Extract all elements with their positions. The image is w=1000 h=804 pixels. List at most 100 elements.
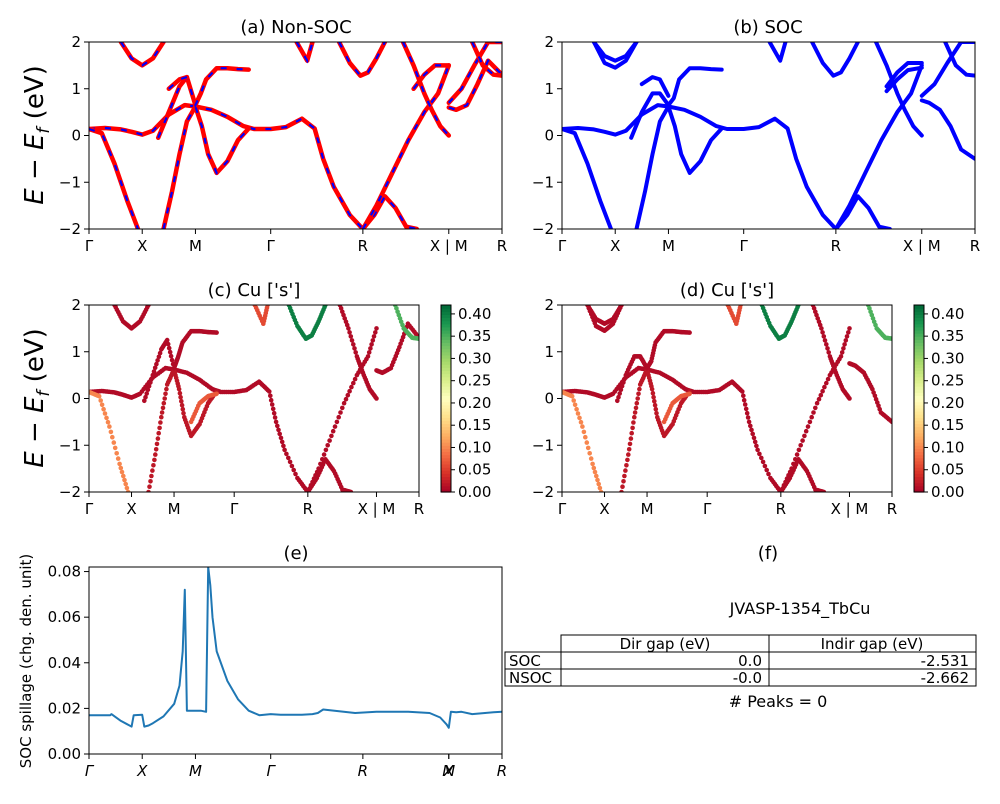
colorbar-segment [914, 326, 924, 331]
band-point [630, 425, 635, 431]
band-point [619, 305, 624, 308]
band-point [323, 305, 328, 308]
colorbar-tick-label: 0.00 [458, 483, 491, 501]
band-point [156, 430, 161, 436]
band-point [167, 349, 173, 355]
band-point [811, 410, 816, 415]
panel-c-xtick-label: M [168, 500, 181, 518]
band-point [265, 305, 270, 308]
band-point [798, 443, 803, 448]
panel-c-ytick-label: −2 [59, 483, 81, 501]
band-line [446, 42, 502, 106]
panel-e-ytick-label: 0.00 [48, 745, 81, 763]
band-point [889, 419, 892, 425]
band-line-dash [162, 103, 250, 229]
band-point [144, 391, 149, 396]
band-point [889, 336, 892, 341]
colorbar-segment [441, 345, 451, 350]
band-point [279, 439, 285, 445]
colorbar-segment [441, 333, 451, 337]
title-panel-c: (c) Cu ['s'] [208, 280, 301, 301]
band-point [323, 447, 329, 453]
panel-e-line-group [89, 567, 502, 729]
band-point [819, 326, 824, 331]
band-point [794, 452, 800, 457]
panel-c-xtick-label: R [414, 500, 424, 518]
band-point [101, 406, 106, 412]
ylabel-a-sub: f [34, 125, 54, 134]
colorbar-segment [914, 345, 924, 350]
colorbar-segment [441, 470, 451, 474]
band-point [371, 334, 377, 339]
colorbar-segment [441, 476, 451, 481]
band-point [108, 429, 114, 435]
band-line [591, 42, 639, 70]
panel-c-xtick-label: X [126, 500, 136, 518]
band-point [348, 489, 354, 492]
band-point [796, 305, 801, 308]
colorbar-segment [914, 407, 924, 412]
band-line [874, 42, 924, 138]
band-point [340, 405, 345, 411]
panel-b-xtick-label: X [610, 237, 620, 255]
band-point [825, 346, 830, 351]
ylabel-panel-a: E − Ef (eV) [20, 65, 54, 205]
colorbar-segment [914, 426, 924, 431]
band-line [833, 194, 892, 229]
table-footer-peaks: # Peaks = 0 [729, 692, 828, 711]
panel-c-ytick-label: 0 [71, 390, 81, 408]
band-point [569, 393, 575, 399]
band-point [334, 419, 340, 425]
band-point [622, 473, 627, 479]
band-point [152, 365, 158, 371]
band-point [634, 400, 640, 406]
band-point [366, 350, 372, 355]
band-point [374, 396, 379, 401]
band-point [740, 389, 745, 394]
colorbar-segment [441, 336, 451, 340]
colorbar-segment [441, 448, 451, 453]
colorbar-segment [914, 404, 924, 409]
colorbar-segment [914, 398, 924, 403]
band-point [632, 410, 638, 415]
band-point [622, 376, 627, 382]
panel-b-ytick-label: 2 [544, 33, 554, 51]
band-point [802, 433, 807, 439]
colorbar-segment [441, 348, 451, 353]
colorbar-segment [441, 342, 451, 347]
band-line [360, 194, 420, 229]
panel-e-xtick-label: Γ [267, 762, 277, 780]
band-point [329, 433, 334, 439]
table-row-nsoc-dir: -0.0 [733, 669, 762, 687]
band-line [884, 61, 924, 89]
band-point [142, 398, 147, 404]
colorbar-segment [441, 420, 451, 425]
band-point [346, 326, 351, 331]
colorbar-tick-label: 0.00 [931, 483, 964, 501]
panel-e-xtick-label: X [136, 762, 148, 780]
band-point [123, 481, 128, 487]
panel-c-xtick-label: X | M [358, 500, 396, 518]
band-point [289, 463, 295, 469]
band-point [575, 411, 581, 416]
band-point [744, 410, 750, 416]
band-point [822, 384, 827, 390]
band-point [629, 430, 634, 436]
title-panel-a: (a) Non-SOC [240, 17, 351, 38]
band-point [743, 406, 749, 412]
band-point [621, 479, 626, 484]
band-line [767, 42, 788, 63]
band-line [336, 42, 388, 78]
colorbar-segment [914, 454, 924, 459]
band-point [628, 436, 634, 441]
colorbar-tick-label: 0.40 [458, 305, 491, 323]
band-line [446, 58, 502, 113]
band-point [214, 391, 219, 397]
band-point [627, 441, 633, 447]
band-line-dash [361, 65, 450, 229]
band-point [652, 398, 657, 404]
band-point [148, 380, 153, 385]
colorbar-segment [914, 432, 924, 437]
colorbar-segment [914, 370, 924, 375]
